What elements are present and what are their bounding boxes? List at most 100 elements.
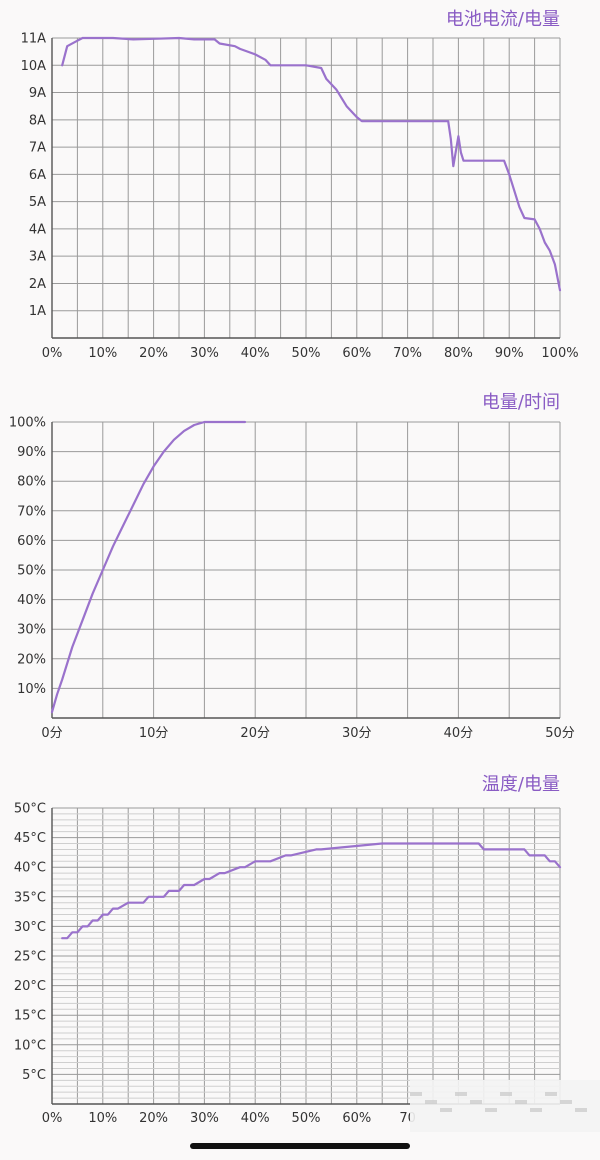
x-tick-label: 50% (292, 1111, 321, 1126)
data-point (457, 135, 459, 137)
chart-3: 5°C 10°C 15°C 20°C 25°C 30°C 35°C 40°C 45°C 50°C 0… (14, 774, 562, 1126)
data-point (51, 711, 53, 713)
data-point (325, 78, 327, 80)
data-point (320, 67, 322, 69)
data-point (66, 45, 68, 47)
y-tick-label: 45°C (14, 831, 46, 846)
data-point (178, 37, 180, 39)
data-point (213, 38, 216, 40)
data-point (386, 842, 388, 845)
y-tick-label: 2A (29, 277, 46, 292)
data-point (61, 937, 63, 939)
x-tick-label: 40% (241, 1111, 270, 1126)
data-point (61, 64, 63, 66)
data-point (554, 860, 556, 862)
data-point (147, 896, 150, 898)
y-tick-label: 4A (29, 222, 46, 237)
x-tick-label: 20% (139, 346, 168, 361)
data-point (112, 908, 114, 910)
y-tick-label: 30% (17, 623, 46, 638)
data-point (56, 693, 58, 695)
x-tick-label: 20% (139, 1111, 168, 1126)
watermark-smudge (425, 1100, 437, 1104)
data-point (234, 45, 236, 47)
watermark-smudge (470, 1100, 482, 1104)
data-point (549, 250, 551, 252)
watermark-patch (410, 1080, 600, 1132)
data-point (163, 451, 165, 453)
data-point (122, 525, 124, 527)
data-point (315, 848, 317, 851)
data-point (112, 545, 114, 547)
data-point (290, 854, 292, 856)
watermark-smudge (410, 1092, 422, 1096)
data-point (523, 848, 526, 851)
data-point (92, 593, 94, 595)
x-tick-label: 30分 (342, 726, 372, 741)
data-point (76, 931, 78, 933)
chart-2: 10% 20% 30% 40% 50% 60% 70% 80% 90% 100% 0分 10分 20分 3… (9, 392, 575, 741)
watermark-smudge (440, 1108, 452, 1112)
data-point (71, 646, 73, 648)
y-tick-label: 7A (29, 141, 46, 156)
x-tick-label: 90% (495, 346, 524, 361)
data-point (117, 908, 119, 910)
data-point (346, 105, 348, 107)
y-tick-label: 10A (21, 59, 47, 74)
data-point (244, 866, 246, 868)
y-tick-label: 100% (9, 416, 46, 431)
data-point (488, 160, 490, 162)
x-tick-label: 60% (342, 346, 371, 361)
y-tick-label: 10% (17, 682, 46, 697)
y-tick-label: 35°C (14, 890, 46, 905)
data-point (183, 430, 185, 432)
data-point (234, 421, 236, 423)
data-point (361, 120, 363, 122)
y-tick-label: 5A (29, 195, 46, 210)
data-point (183, 884, 185, 886)
x-tick-label: 100% (541, 346, 578, 361)
series-line (61, 36, 562, 292)
x-tick-label: 80% (444, 346, 473, 361)
data-point (381, 842, 383, 845)
data-point (153, 465, 155, 467)
data-point (81, 619, 84, 621)
chart-1: 1A 2A 3A 4A 5A 6A 7A 8A 9A 10A 11A 0% 10% 20% 30% 40% 50… (21, 9, 579, 361)
y-tick-label: 20% (17, 652, 46, 667)
y-tick-label: 70% (17, 504, 46, 519)
x-tick-label: 10% (88, 1111, 117, 1126)
data-point (81, 925, 84, 928)
watermark-smudge (515, 1100, 527, 1104)
x-tick-label: 50% (292, 346, 321, 361)
data-point (356, 116, 358, 118)
watermark-smudge (545, 1092, 557, 1096)
data-point (239, 48, 241, 50)
data-point (467, 160, 470, 162)
data-point (193, 38, 195, 40)
data-point (483, 848, 485, 851)
data-point (142, 902, 145, 904)
watermark-smudge (530, 1108, 542, 1112)
data-point (544, 854, 546, 856)
y-tick-label: 30°C (14, 920, 46, 935)
y-tick-label: 10°C (14, 1038, 46, 1053)
home-indicator[interactable] (190, 1143, 410, 1149)
data-point (503, 160, 505, 162)
series-line (61, 842, 562, 940)
data-point (178, 890, 180, 892)
data-point (508, 173, 510, 175)
data-point (193, 424, 195, 426)
x-tick-label: 50分 (545, 726, 575, 741)
data-point (518, 206, 520, 208)
data-point (549, 860, 551, 862)
y-tick-label: 1A (29, 304, 46, 319)
data-point (335, 89, 338, 91)
data-point (462, 160, 465, 162)
data-point (559, 289, 561, 291)
data-point (239, 866, 241, 868)
data-point (269, 860, 272, 862)
y-tick-label: 6A (29, 168, 46, 183)
watermark-blur (410, 1080, 600, 1132)
data-point (86, 925, 89, 928)
y-tick-label: 50% (17, 564, 46, 579)
